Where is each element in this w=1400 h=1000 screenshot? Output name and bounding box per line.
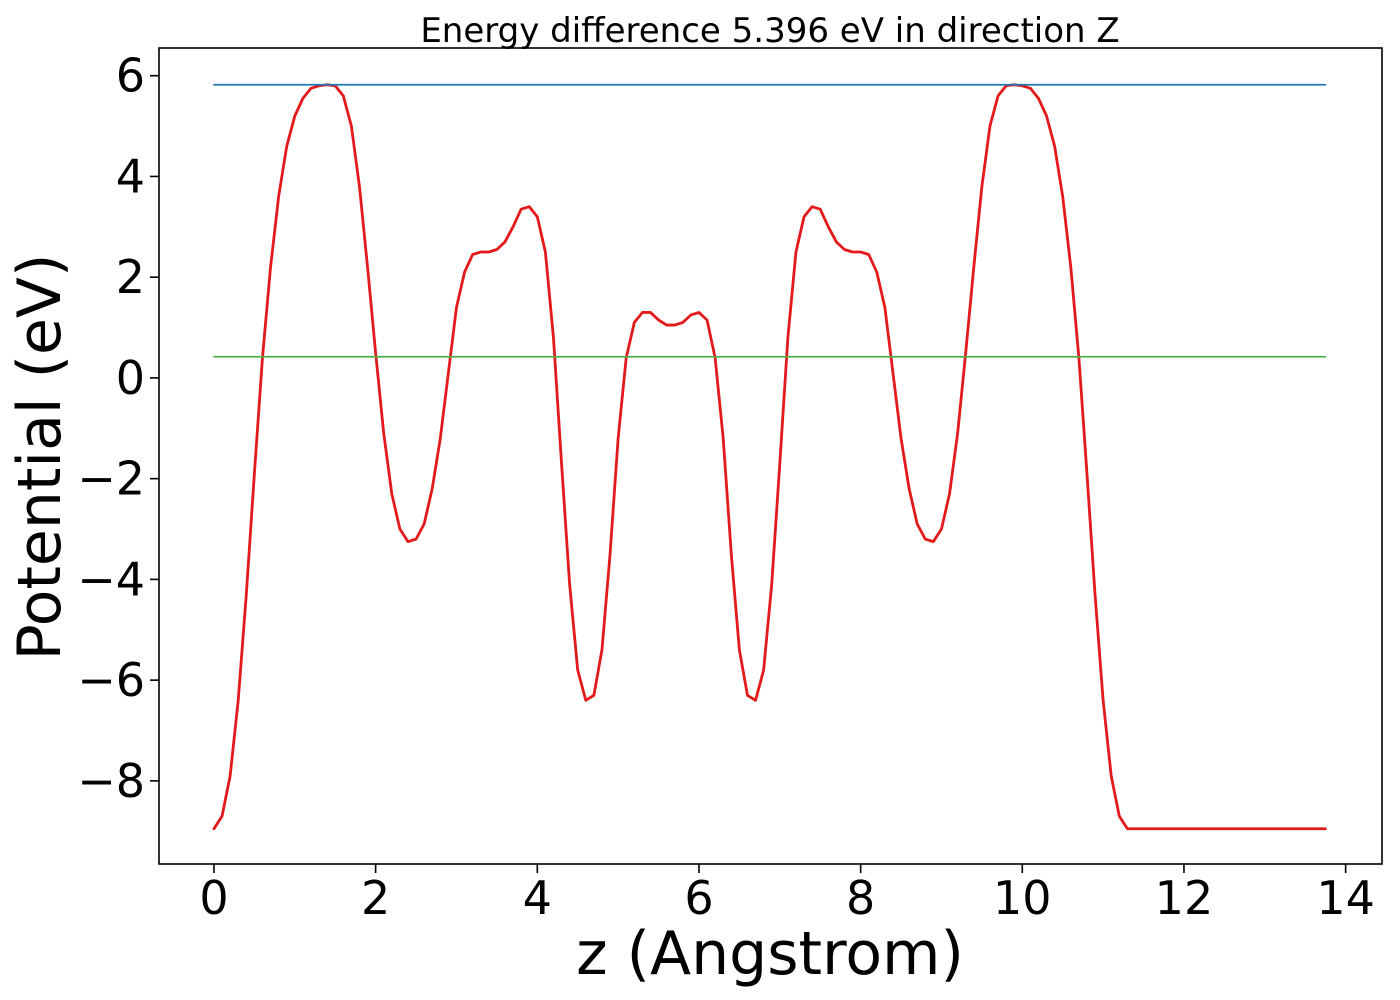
y-tick-label: 6 <box>116 49 145 103</box>
plot-frame <box>158 47 1383 865</box>
y-axis-ticks: −8 −6 −4 −2 0 2 4 6 <box>77 49 159 808</box>
x-tick-label: 12 <box>1155 871 1214 925</box>
y-axis-label: Potential (eV) <box>5 254 75 661</box>
y-tick-label: −8 <box>77 754 145 808</box>
x-tick-label: 10 <box>993 871 1052 925</box>
x-tick-label: 0 <box>199 871 228 925</box>
x-tick-label: 4 <box>523 871 552 925</box>
y-tick-label: 0 <box>116 351 145 405</box>
x-tick-label: 6 <box>684 871 713 925</box>
y-tick-label: 2 <box>116 250 145 304</box>
chart-title: Energy difference 5.396 eV in direction … <box>420 11 1119 51</box>
x-tick-label: 2 <box>361 871 390 925</box>
series-line-potential <box>212 83 1327 831</box>
x-axis-label: z (Angstrom) <box>576 919 964 989</box>
x-axis-ticks: 0 2 4 6 8 10 12 14 <box>199 864 1375 925</box>
y-tick-label: 4 <box>116 149 145 203</box>
y-tick-label: −2 <box>77 452 145 506</box>
x-tick-label: 8 <box>846 871 875 925</box>
y-tick-label: −4 <box>77 552 145 606</box>
series-layer <box>212 83 1327 831</box>
x-tick-label: 14 <box>1316 871 1375 925</box>
y-tick-label: −6 <box>77 653 145 707</box>
